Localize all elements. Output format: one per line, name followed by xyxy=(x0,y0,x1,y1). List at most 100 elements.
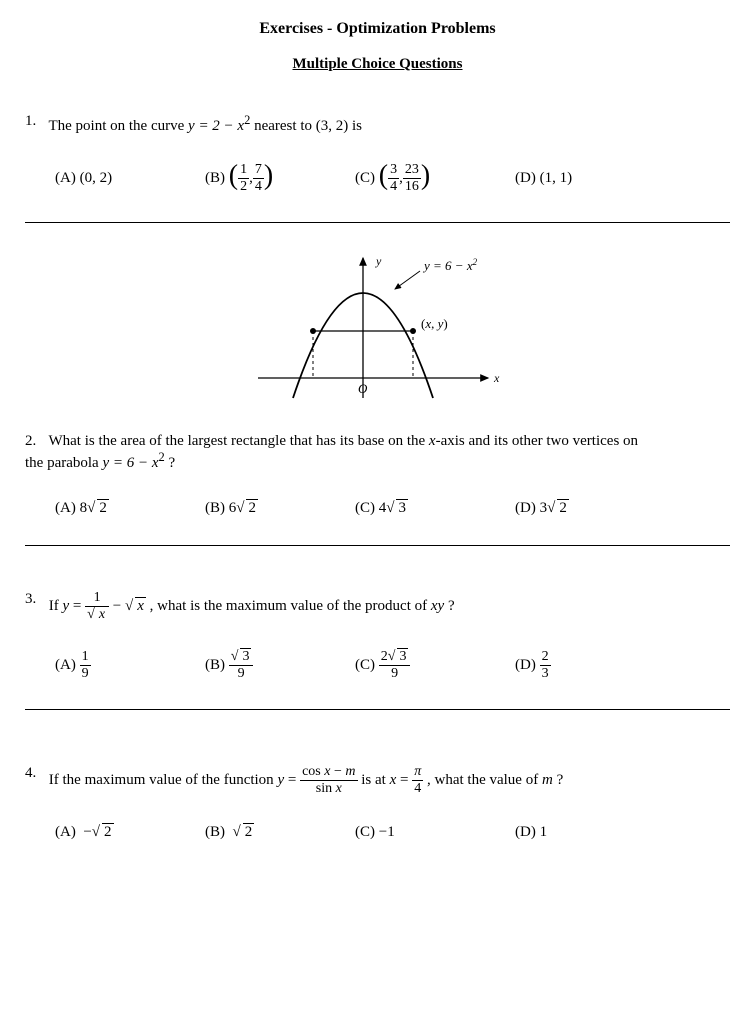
q1-b-d1: 2 xyxy=(238,179,249,194)
q1-c-d1: 4 xyxy=(388,179,399,194)
q3-b: , what is the maximum value of the produ… xyxy=(150,598,431,614)
q2-choice-a: (A) 8√2 xyxy=(55,500,205,517)
q4-c: , what the value of xyxy=(427,772,542,788)
q2-l1b: -axis and its other two vertices on xyxy=(436,433,638,449)
q1-point: (3, 2) xyxy=(316,118,349,134)
page-subtitle: Multiple Choice Questions xyxy=(25,56,730,73)
q2-choice-d: (D) 3√2 xyxy=(515,500,655,517)
q1-b-label: (B) xyxy=(205,170,225,187)
q3-c-den: 9 xyxy=(379,666,411,681)
question-1: 1. The point on the curve y = 2 − x2 nea… xyxy=(25,113,730,194)
q3-choices: (A) 19 (B) √3 9 (C) 2√3 9 (D) 23 xyxy=(25,650,730,681)
q4-number: 4. xyxy=(25,765,45,782)
q4-a-label: (A) xyxy=(55,824,76,841)
q2-b-label: (B) xyxy=(205,500,225,517)
q1-number: 1. xyxy=(25,113,45,130)
separator-2 xyxy=(25,545,730,546)
q2-d-label: (D) xyxy=(515,500,536,517)
q4-choices: (A) −√2 (B) √2 (C) −1 (D) 1 xyxy=(25,824,730,841)
q1-eq-base: y = 2 − x xyxy=(188,118,244,134)
q1-prefix: The point on the curve xyxy=(48,118,188,134)
q4-four: 4 xyxy=(412,781,423,796)
q1-c-n1: 3 xyxy=(388,163,399,179)
q4-choice-a: (A) −√2 xyxy=(55,824,205,841)
q3-a-num: 1 xyxy=(80,650,91,666)
fig-point-label: (x, y) xyxy=(421,316,448,331)
q4-b: is at xyxy=(361,772,389,788)
q3-b-rad: 3 xyxy=(240,648,251,664)
fig-y-label: y xyxy=(375,254,382,268)
q2-l2b: ? xyxy=(169,455,176,471)
fig-origin: O xyxy=(358,381,368,396)
q3-c-rad: 3 xyxy=(397,648,408,664)
q3-choice-b: (B) √3 9 xyxy=(205,650,355,681)
q3-number: 3. xyxy=(25,591,45,608)
q4-y: y xyxy=(277,772,284,788)
q2-eq: y = 6 − x2 xyxy=(102,455,164,471)
q1-a-value: (0, 2) xyxy=(80,170,113,187)
q2-l2a: the parabola xyxy=(25,455,102,471)
question-2: 2. What is the area of the largest recta… xyxy=(25,433,730,517)
q4-choice-b: (B) √2 xyxy=(205,824,355,841)
q3-choice-d: (D) 23 xyxy=(515,650,655,681)
q1-b-n2: 7 xyxy=(253,163,264,179)
q1-choice-b: (B) ( 12 , 74 ) xyxy=(205,163,355,194)
q3-d-label: (D) xyxy=(515,657,536,674)
q4-d: ? xyxy=(553,772,563,788)
q1-c-n2: 23 xyxy=(403,163,421,179)
q2-a-label: (A) xyxy=(55,500,76,517)
q3-b-label: (B) xyxy=(205,657,225,674)
q4-a: If the maximum value of the function xyxy=(49,772,278,788)
q2-text: What is the area of the largest rectangl… xyxy=(25,433,638,471)
q2-c-rad: 3 xyxy=(396,499,408,516)
separator-1 xyxy=(25,222,730,223)
q4-m: m xyxy=(542,772,553,788)
q3-a-den: 9 xyxy=(80,666,91,681)
q3-choice-c: (C) 2√3 9 xyxy=(355,650,515,681)
q4-pi: π xyxy=(412,765,423,781)
q2-b-rad: 2 xyxy=(246,499,258,516)
fig-curve-label: y = 6 − x2 xyxy=(422,257,478,273)
q1-c-d2: 16 xyxy=(403,179,421,194)
parabola-figure: y x O y = 6 − x2 (x, y) xyxy=(25,253,730,413)
q1-choice-c: (C) ( 34 , 2316 ) xyxy=(355,163,515,194)
q2-a-rad: 2 xyxy=(97,499,109,516)
q4-text: If the maximum value of the function y =… xyxy=(49,772,563,788)
q1-text: The point on the curve y = 2 − x2 neares… xyxy=(48,118,362,134)
question-3: 3. If y = 1 √x − √x , what is the maximu… xyxy=(25,591,730,681)
q4-c-val: −1 xyxy=(379,824,395,841)
q2-a-coef: 8 xyxy=(80,500,88,517)
q3-den-x: x xyxy=(97,606,107,622)
q3-d-den: 3 xyxy=(540,666,551,681)
q4-choice-d: (D) 1 xyxy=(515,824,655,841)
q4-b-rad: 2 xyxy=(243,823,255,840)
q3-a-label: (A) xyxy=(55,657,76,674)
q1-equation: y = 2 − x2 xyxy=(188,118,250,134)
q3-d-num: 2 xyxy=(540,650,551,666)
q2-d-coef: 3 xyxy=(540,500,548,517)
q1-b-n1: 1 xyxy=(238,163,249,179)
q4-choice-c: (C) −1 xyxy=(355,824,515,841)
q1-choices: (A) (0, 2) (B) ( 12 , 74 ) (C) ( 34 , 23… xyxy=(25,163,730,194)
q3-c-label: (C) xyxy=(355,657,375,674)
page-title: Exercises - Optimization Problems xyxy=(25,20,730,38)
q3-xy: xy xyxy=(431,598,444,614)
q1-b-d2: 4 xyxy=(253,179,264,194)
q3-sqrt-x: x xyxy=(135,597,146,614)
q2-choice-c: (C) 4√3 xyxy=(355,500,515,517)
q3-c: ? xyxy=(444,598,454,614)
q3-b-den: 9 xyxy=(229,666,254,681)
q4-a-rad: 2 xyxy=(102,823,114,840)
q2-choices: (A) 8√2 (B) 6√2 (C) 4√3 (D) 3√2 xyxy=(25,500,730,517)
q2-c-label: (C) xyxy=(355,500,375,517)
q4-d-label: (D) xyxy=(515,824,536,841)
q4-num-expr: cos x − m xyxy=(300,765,357,781)
q1-c-label: (C) xyxy=(355,170,375,187)
q1-mid: nearest to xyxy=(254,118,316,134)
q3-a: If xyxy=(49,598,63,614)
separator-3 xyxy=(25,709,730,710)
q2-b-coef: 6 xyxy=(229,500,237,517)
q3-text: If y = 1 √x − √x , what is the maximum v… xyxy=(49,598,455,614)
q1-suffix: is xyxy=(352,118,362,134)
q3-one: 1 xyxy=(85,591,109,607)
